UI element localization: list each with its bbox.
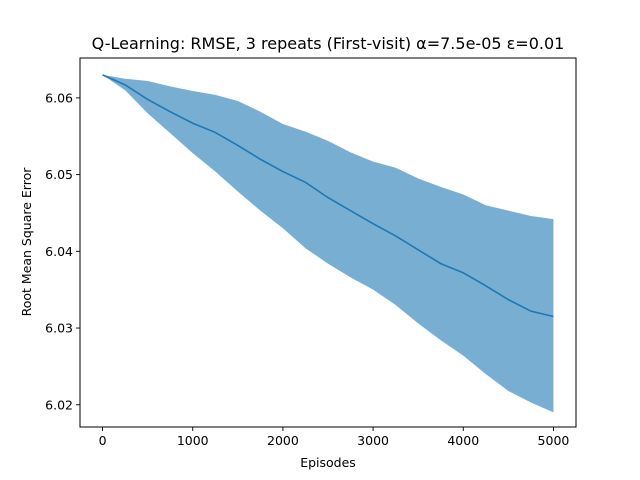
mean-line-layer — [102, 74, 554, 318]
x-axis: 0 1000 2000 3000 4000 5000 — [99, 427, 570, 448]
chart-title: Q-Learning: RMSE, 3 repeats (First-visit… — [92, 34, 565, 53]
y-tick-label: 6.04 — [45, 244, 73, 259]
plot-frame — [79, 57, 577, 428]
x-tick-label: 4000 — [447, 433, 479, 448]
x-tick-label: 0 — [99, 433, 107, 448]
y-tick-label: 6.02 — [45, 397, 73, 412]
y-axis: 6.02 6.03 6.04 6.05 6.06 — [45, 90, 80, 412]
y-axis-title: Root Mean Square Error — [19, 167, 34, 317]
y-tick-label: 6.03 — [45, 321, 73, 336]
x-tick-label: 3000 — [357, 433, 389, 448]
x-tick-label: 2000 — [267, 433, 299, 448]
std-band-layer — [102, 74, 554, 413]
mean-rmse-line — [102, 74, 554, 318]
std-band-area — [102, 74, 554, 413]
y-tick-label: 6.05 — [45, 167, 73, 182]
y-tick-label: 6.06 — [45, 90, 73, 105]
x-tick-label: 1000 — [177, 433, 209, 448]
x-tick-label: 5000 — [538, 433, 570, 448]
x-axis-title: Episodes — [300, 455, 356, 470]
